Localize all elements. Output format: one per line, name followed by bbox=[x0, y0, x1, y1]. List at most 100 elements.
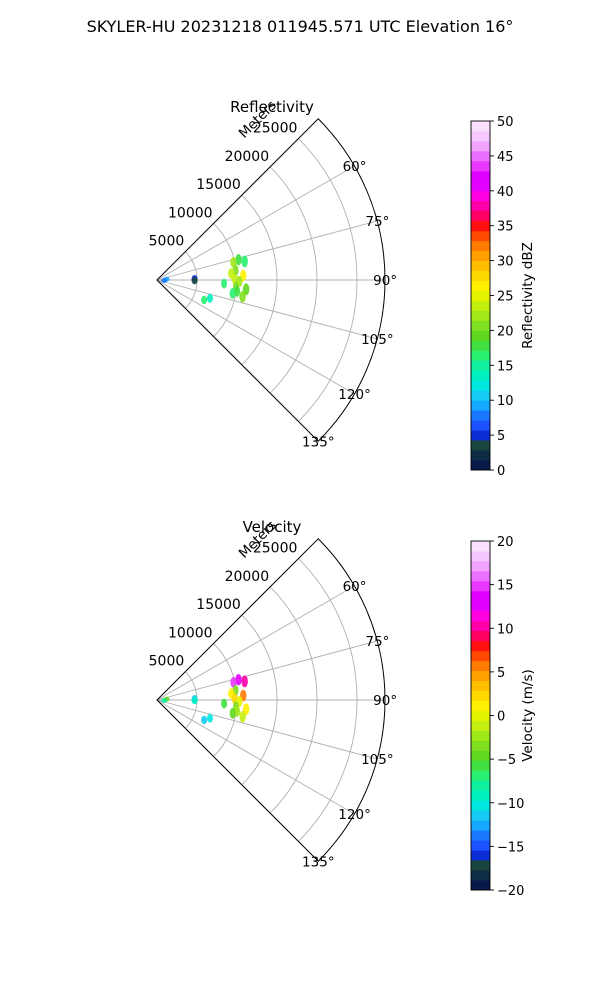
sector-frame bbox=[156, 118, 386, 442]
colorbar-swatch bbox=[471, 590, 490, 602]
angular-gridline bbox=[156, 220, 378, 281]
colorbar-swatch bbox=[471, 580, 490, 592]
colorbar-swatch bbox=[471, 840, 490, 851]
colorbar-swatch bbox=[471, 340, 490, 351]
colorbar-swatch bbox=[471, 220, 490, 232]
colorbar-swatch bbox=[471, 390, 490, 401]
colorbar-swatch bbox=[471, 750, 490, 761]
angular-gridline bbox=[156, 640, 378, 701]
colorbar: 0 5 10 15 20 25 30 35 40 45 50 Reflectivity dBZ bbox=[470, 115, 536, 479]
colorbar-swatch bbox=[471, 740, 490, 751]
colorbar-swatch bbox=[471, 720, 490, 731]
echo-cell bbox=[235, 673, 242, 686]
angular-tick-label: 120° bbox=[338, 807, 371, 823]
colorbar-tick-label: 10 bbox=[497, 622, 514, 637]
angular-tick-label: 60° bbox=[343, 579, 367, 595]
echo-cell bbox=[206, 293, 213, 303]
colorbar-swatch bbox=[471, 230, 490, 242]
angular-tick-label: 90° bbox=[373, 273, 397, 289]
colorbar-swatch bbox=[471, 310, 490, 321]
colorbar-swatch bbox=[471, 620, 490, 632]
radial-tick-label: 10000 bbox=[168, 625, 213, 641]
colorbar-tick-label: −20 bbox=[497, 884, 524, 899]
radial-tick-label: 20000 bbox=[225, 569, 270, 585]
colorbar-swatch bbox=[471, 541, 490, 552]
colorbar-swatch bbox=[471, 150, 490, 162]
colorbar-swatch bbox=[471, 680, 490, 691]
colorbar-tick-label: 20 bbox=[497, 535, 514, 550]
colorbar-swatch bbox=[471, 280, 490, 291]
echo-cell bbox=[229, 707, 236, 719]
figure-title: SKYLER-HU 20231218 011945.571 UTC Elevat… bbox=[87, 17, 514, 36]
colorbar: −20 −15 −10 −5 0 5 10 15 20 Velocity (m/s) bbox=[470, 535, 536, 899]
colorbar-tick-label: 5 bbox=[497, 666, 505, 681]
echo-cell bbox=[221, 698, 228, 709]
colorbar-tick-label: 0 bbox=[497, 710, 505, 725]
radial-tick-label: 15000 bbox=[196, 177, 241, 193]
colorbar-swatch bbox=[471, 250, 490, 261]
radial-tick-label: 5000 bbox=[149, 654, 185, 670]
colorbar-swatch bbox=[471, 200, 490, 212]
colorbar-swatch bbox=[471, 300, 490, 311]
angular-gridline bbox=[156, 165, 355, 281]
chart-reflectivity: Reflectivity500010000150002000025000Mete… bbox=[149, 98, 536, 479]
colorbar-label: Velocity (m/s) bbox=[520, 669, 536, 762]
colorbar-swatch bbox=[471, 550, 490, 562]
echo-cell bbox=[161, 698, 168, 703]
colorbar-swatch bbox=[471, 360, 490, 371]
echo-cell bbox=[206, 713, 213, 723]
colorbar-swatch bbox=[471, 780, 490, 791]
colorbar-swatch bbox=[471, 190, 490, 202]
colorbar-tick-label: 15 bbox=[497, 359, 514, 374]
colorbar-swatch bbox=[471, 440, 490, 451]
angular-tick-label: 120° bbox=[338, 387, 371, 403]
echo-cell bbox=[191, 697, 198, 705]
colorbar-swatch bbox=[471, 860, 490, 871]
colorbar-swatch bbox=[471, 210, 490, 222]
echo-cell bbox=[235, 253, 242, 266]
colorbar-swatch bbox=[471, 730, 490, 741]
echo-cell bbox=[221, 278, 228, 289]
angular-tick-label: 75° bbox=[365, 214, 389, 230]
colorbar-swatch bbox=[471, 760, 490, 771]
radial-tick-label: 15000 bbox=[196, 597, 241, 613]
colorbar-tick-label: 10 bbox=[497, 394, 514, 409]
radial-tick-label: 25000 bbox=[253, 121, 298, 137]
colorbar-swatch bbox=[471, 240, 490, 252]
radial-tick-label: 5000 bbox=[149, 234, 185, 250]
colorbar-swatch bbox=[471, 700, 490, 711]
echo-cell bbox=[241, 255, 248, 268]
colorbar-swatch bbox=[471, 410, 490, 421]
colorbar-swatch bbox=[471, 640, 490, 652]
colorbar-swatch bbox=[471, 420, 490, 431]
colorbar-swatch bbox=[471, 650, 490, 662]
angular-gridline bbox=[156, 279, 378, 340]
colorbar-swatch bbox=[471, 380, 490, 391]
colorbar-swatch bbox=[471, 170, 490, 182]
echo-cell bbox=[191, 277, 198, 285]
colorbar-swatch bbox=[471, 450, 490, 461]
colorbar-swatch bbox=[471, 670, 490, 681]
colorbar-swatch bbox=[471, 570, 490, 582]
colorbar-swatch bbox=[471, 610, 490, 622]
colorbar-swatch bbox=[471, 330, 490, 341]
colorbar-swatch bbox=[471, 790, 490, 801]
echo-cell bbox=[201, 715, 208, 725]
echo-cell bbox=[231, 693, 238, 705]
colorbar-swatch bbox=[471, 800, 490, 811]
colorbar-tick-label: 20 bbox=[497, 324, 514, 339]
colorbar-tick-label: 5 bbox=[497, 429, 505, 444]
colorbar-swatch bbox=[471, 870, 490, 881]
colorbar-tick-label: −10 bbox=[497, 797, 524, 812]
angular-tick-label: 105° bbox=[361, 752, 394, 768]
radial-tick-label: 10000 bbox=[168, 205, 213, 221]
echo-cell bbox=[231, 273, 238, 285]
angular-tick-label: 135° bbox=[302, 854, 335, 870]
colorbar-tick-label: 35 bbox=[497, 220, 514, 235]
radial-tick-label: 20000 bbox=[225, 149, 270, 165]
colorbar-swatch bbox=[471, 710, 490, 721]
colorbar-swatch bbox=[471, 160, 490, 172]
angular-gridline bbox=[156, 699, 378, 760]
colorbar-swatch bbox=[471, 690, 490, 701]
echo-cell bbox=[201, 295, 208, 305]
